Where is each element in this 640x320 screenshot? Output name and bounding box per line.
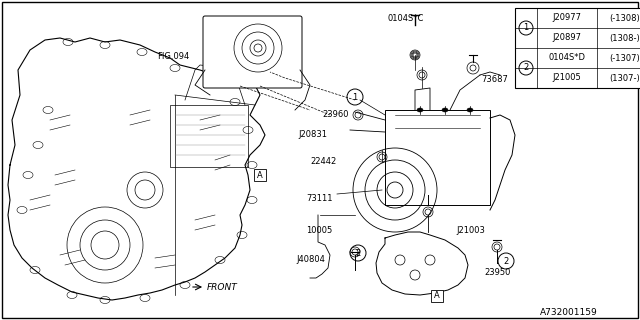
Text: A: A: [257, 171, 263, 180]
Text: 23960: 23960: [322, 110, 349, 119]
Text: (-1308): (-1308): [609, 13, 640, 22]
Ellipse shape: [442, 108, 448, 112]
Bar: [385, 110, 490, 205]
Ellipse shape: [417, 108, 423, 112]
Text: J20897: J20897: [552, 34, 582, 43]
Text: 22442: 22442: [310, 157, 336, 166]
Text: 0104S*D: 0104S*D: [548, 53, 586, 62]
Text: J20977: J20977: [552, 13, 582, 22]
FancyBboxPatch shape: [203, 16, 302, 88]
Text: A: A: [434, 292, 440, 300]
Text: 2: 2: [524, 63, 529, 73]
Ellipse shape: [467, 108, 473, 112]
Text: J40804: J40804: [296, 255, 325, 264]
Text: (-1307): (-1307): [609, 53, 640, 62]
Text: J21003: J21003: [456, 226, 485, 235]
Text: 23950: 23950: [484, 268, 510, 277]
Bar: [431, 290, 443, 302]
Text: 0104S*C: 0104S*C: [388, 14, 424, 23]
Text: 10005: 10005: [306, 226, 332, 235]
Text: 73111: 73111: [306, 194, 333, 203]
Text: 73687: 73687: [481, 75, 508, 84]
Bar: [515, 8, 640, 88]
Text: (1307-): (1307-): [609, 74, 640, 83]
Text: J21005: J21005: [552, 74, 581, 83]
Bar: [254, 169, 266, 181]
Text: FRONT: FRONT: [207, 283, 237, 292]
Text: 1: 1: [353, 92, 358, 101]
Text: A732001159: A732001159: [540, 308, 598, 317]
Text: 1: 1: [524, 23, 529, 33]
Text: 2: 2: [355, 249, 360, 258]
Text: J20831: J20831: [298, 130, 327, 139]
Text: 2: 2: [504, 257, 509, 266]
Bar: [170, 105, 248, 167]
Text: (1308-): (1308-): [609, 34, 640, 43]
Text: FIG.094: FIG.094: [157, 52, 189, 61]
